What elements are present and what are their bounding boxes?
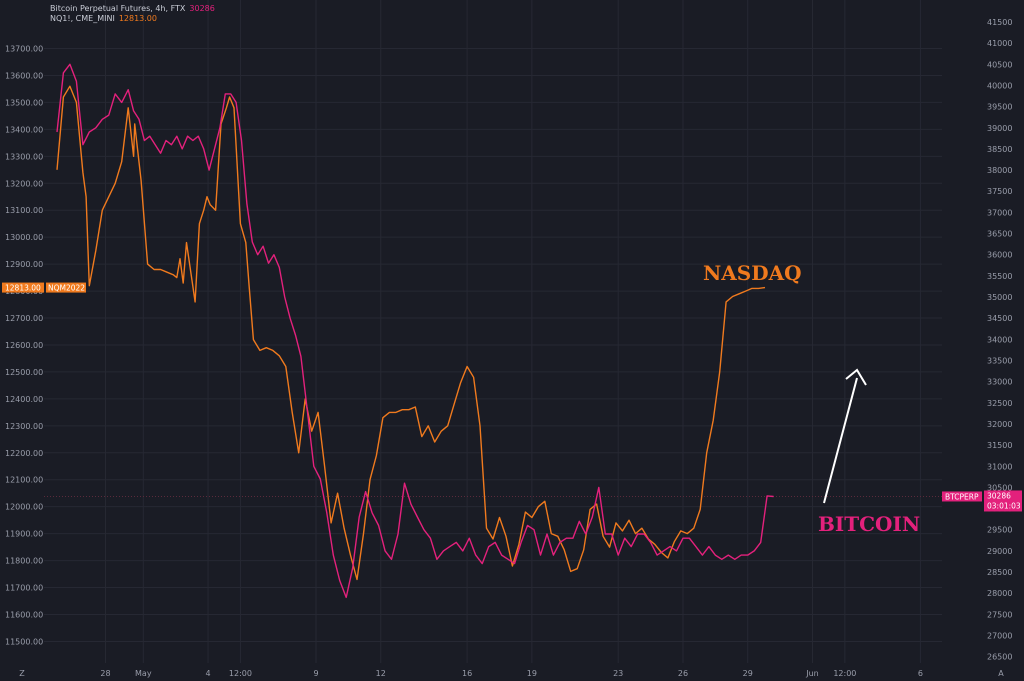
- right-tick-label: 35000: [987, 293, 1012, 302]
- right-tick-label: 29500: [987, 526, 1012, 535]
- right-tick-label: 29000: [987, 547, 1012, 556]
- left-tick-label: 11600.00: [5, 610, 43, 619]
- nq-price-tag: [2, 282, 44, 293]
- right-tick-label: 33000: [987, 378, 1012, 387]
- right-tick-label: 38500: [987, 145, 1012, 154]
- chart-grid: [44, 0, 942, 663]
- left-tick-label: 13000.00: [5, 233, 43, 242]
- right-tick-label: 31500: [987, 441, 1012, 450]
- x-tick-label: 9: [313, 669, 318, 678]
- right-tick-label: 34000: [987, 335, 1012, 344]
- right-tick-label: 32000: [987, 420, 1012, 429]
- left-tick-label: 11900.00: [5, 530, 43, 539]
- chart-axes: 11500.00 11600.00 11700.00 11800.00 11900.00…: [5, 18, 1012, 678]
- x-tick-label: 19: [527, 669, 537, 678]
- nq-price-tag-text: 12813.00: [5, 284, 41, 293]
- right-tick-label: 32500: [987, 399, 1012, 408]
- right-tick-label: 27000: [987, 631, 1012, 640]
- left-tick-label: 11700.00: [5, 584, 43, 593]
- left-tick-label: 11500.00: [5, 637, 43, 646]
- legend-nq: NQ1!, CME_MINI 12813.00: [50, 14, 157, 23]
- right-tick-label: 26500: [987, 653, 1012, 662]
- x-tick-label: 12:00: [229, 669, 252, 678]
- right-tick-label: 28500: [987, 568, 1012, 577]
- nasdaq-series-line: [56, 85, 766, 581]
- x-tick-label: 12: [376, 669, 386, 678]
- btc-countdown-text: 03:01:03: [987, 501, 1021, 510]
- left-tick-label: 13400.00: [5, 125, 43, 134]
- up-arrow-annotation: [823, 368, 867, 504]
- btc-symbol-tag-text: BTCPERP: [945, 492, 979, 501]
- right-tick-label: 39500: [987, 103, 1012, 112]
- nasdaq-annotation: NASDAQ: [703, 261, 802, 285]
- right-tick-label: 33500: [987, 356, 1012, 365]
- left-tick-label: 13100.00: [5, 206, 43, 215]
- x-tick-label: 12:00: [833, 669, 856, 678]
- x-tick-label: May: [135, 669, 152, 678]
- right-tick-label: 41500: [987, 18, 1012, 27]
- right-tick-label: 38000: [987, 166, 1012, 175]
- left-tick-label: 12700.00: [5, 314, 43, 323]
- right-tick-label: 30500: [987, 483, 1012, 492]
- x-tick-label: 29: [743, 669, 753, 678]
- nq-contract-tag: [46, 282, 86, 293]
- left-tick-label: 13500.00: [5, 98, 43, 107]
- x-tick-label: 6: [918, 669, 923, 678]
- btc-symbol-tag: [942, 491, 982, 502]
- right-tick-label: 37500: [987, 187, 1012, 196]
- left-tick-label: 12400.00: [5, 395, 43, 404]
- bitcoin-annotation: BITCOIN: [818, 512, 921, 536]
- btc-price-tag: [984, 490, 1022, 512]
- right-tick-label: 27500: [987, 610, 1012, 619]
- left-tick-label: 12200.00: [5, 449, 43, 458]
- right-tick-label: 40000: [987, 81, 1012, 90]
- left-tick-label: 12500.00: [5, 368, 43, 377]
- right-tick-label: 28000: [987, 589, 1012, 598]
- right-tick-label: 39000: [987, 124, 1012, 133]
- left-tick-label: 13300.00: [5, 152, 43, 161]
- left-tick-label: 12300.00: [5, 422, 43, 431]
- bitcoin-series-line: [56, 63, 774, 599]
- x-tick-label: 16: [462, 669, 472, 678]
- left-tick-label: 11800.00: [5, 557, 43, 566]
- left-tick-label: 12100.00: [5, 476, 43, 485]
- x-tick-label: 4: [206, 669, 211, 678]
- right-tick-label: 34500: [987, 314, 1012, 323]
- right-tick-label: 31000: [987, 462, 1012, 471]
- x-tick-label: 23: [613, 669, 623, 678]
- right-tick-label: 41000: [987, 39, 1012, 48]
- left-tick-label: 13600.00: [5, 71, 43, 80]
- left-tick-label: 13700.00: [5, 45, 43, 54]
- legend-nq-value: 12813.00: [118, 14, 157, 23]
- right-tick-label: 37000: [987, 208, 1012, 217]
- right-tick-label: 36000: [987, 251, 1012, 260]
- arrow-shaft: [823, 377, 858, 504]
- left-tick-label: 13200.00: [5, 179, 43, 188]
- right-tick-label: 36500: [987, 230, 1012, 239]
- arrow-head: [845, 368, 867, 386]
- nq-contract-tag-text: NQM2022: [48, 284, 85, 293]
- legend-nq-title: NQ1!, CME_MINI: [50, 14, 115, 23]
- chart-series: [56, 63, 774, 599]
- legend-btc: Bitcoin Perpetual Futures, 4h, FTX 30286: [50, 4, 215, 13]
- left-tick-label: 12900.00: [5, 260, 43, 269]
- corner-left-label: Z: [19, 669, 25, 678]
- x-tick-label: Jun: [805, 669, 819, 678]
- right-tick-label: 35500: [987, 272, 1012, 281]
- right-tick-label: 40500: [987, 60, 1012, 69]
- legend-btc-value: 30286: [189, 4, 215, 13]
- corner-right-label: A: [998, 669, 1004, 678]
- left-tick-label: 12000.00: [5, 503, 43, 512]
- x-tick-label: 26: [678, 669, 688, 678]
- left-tick-label: 12600.00: [5, 341, 43, 350]
- btc-price-tag-text: 30286: [987, 491, 1011, 500]
- legend-btc-title: Bitcoin Perpetual Futures, 4h, FTX: [50, 4, 186, 13]
- x-tick-label: 28: [100, 669, 110, 678]
